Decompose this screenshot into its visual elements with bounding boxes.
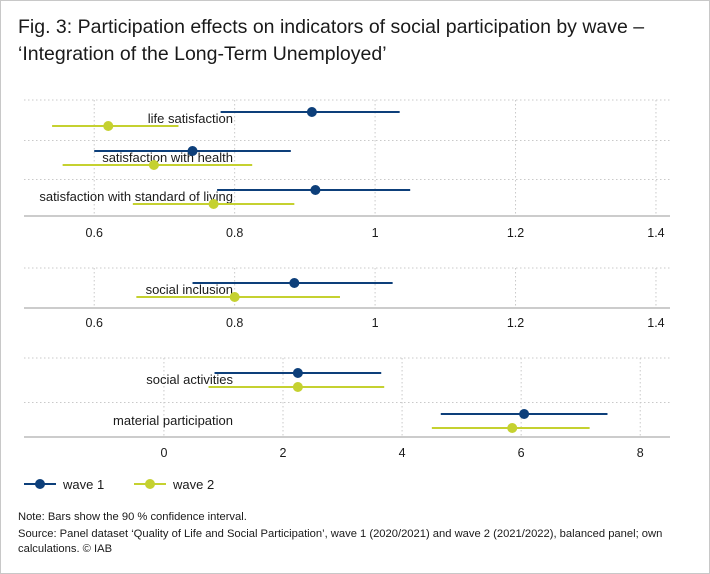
- legend-marker: [35, 479, 45, 489]
- x-tick-label: 6: [518, 446, 525, 460]
- x-tick-label: 0.8: [226, 226, 243, 240]
- legend-label: wave 2: [172, 477, 214, 492]
- x-tick-label: 1: [372, 226, 379, 240]
- x-tick-label: 1.4: [647, 226, 664, 240]
- figure-title: Fig. 3: Participation effects on indicat…: [18, 16, 645, 65]
- category-label: social activities: [146, 372, 233, 387]
- x-tick-label: 1: [372, 316, 379, 330]
- category-label: satisfaction with standard of living: [39, 189, 233, 204]
- data-point: [148, 160, 159, 170]
- data-point: [507, 423, 518, 433]
- x-tick-label: 1.4: [647, 316, 664, 330]
- data-point: [519, 409, 530, 419]
- data-point: [289, 278, 300, 288]
- legend-marker: [145, 479, 155, 489]
- legend-label: wave 1: [62, 477, 104, 492]
- x-tick-label: 1.2: [507, 316, 524, 330]
- data-point: [229, 292, 240, 302]
- data-point: [292, 382, 303, 392]
- x-tick-label: 0: [160, 446, 167, 460]
- data-point: [306, 107, 317, 117]
- x-tick-label: 0.8: [226, 316, 243, 330]
- x-tick-label: 0.6: [86, 226, 103, 240]
- category-label: social inclusion: [146, 282, 233, 297]
- data-point: [208, 199, 219, 209]
- category-label: life satisfaction: [148, 111, 233, 126]
- data-point: [103, 121, 114, 131]
- category-label: material participation: [113, 413, 233, 428]
- x-tick-label: 2: [280, 446, 287, 460]
- x-tick-label: 8: [637, 446, 644, 460]
- data-point: [310, 185, 321, 195]
- x-tick-label: 1.2: [507, 226, 524, 240]
- x-tick-label: 4: [399, 446, 406, 460]
- chart-source: Source: Panel dataset ‘Quality of Life a…: [18, 528, 663, 555]
- x-tick-label: 0.6: [86, 316, 103, 330]
- data-point: [292, 368, 303, 378]
- chart-note: Note: Bars show the 90 % confidence inte…: [18, 511, 247, 523]
- category-label: satisfaction with health: [102, 150, 233, 165]
- data-point: [187, 146, 198, 156]
- chart-area: 0.6 0.8 1 1.2 1.4 life satisfaction satisfacti…: [24, 99, 670, 492]
